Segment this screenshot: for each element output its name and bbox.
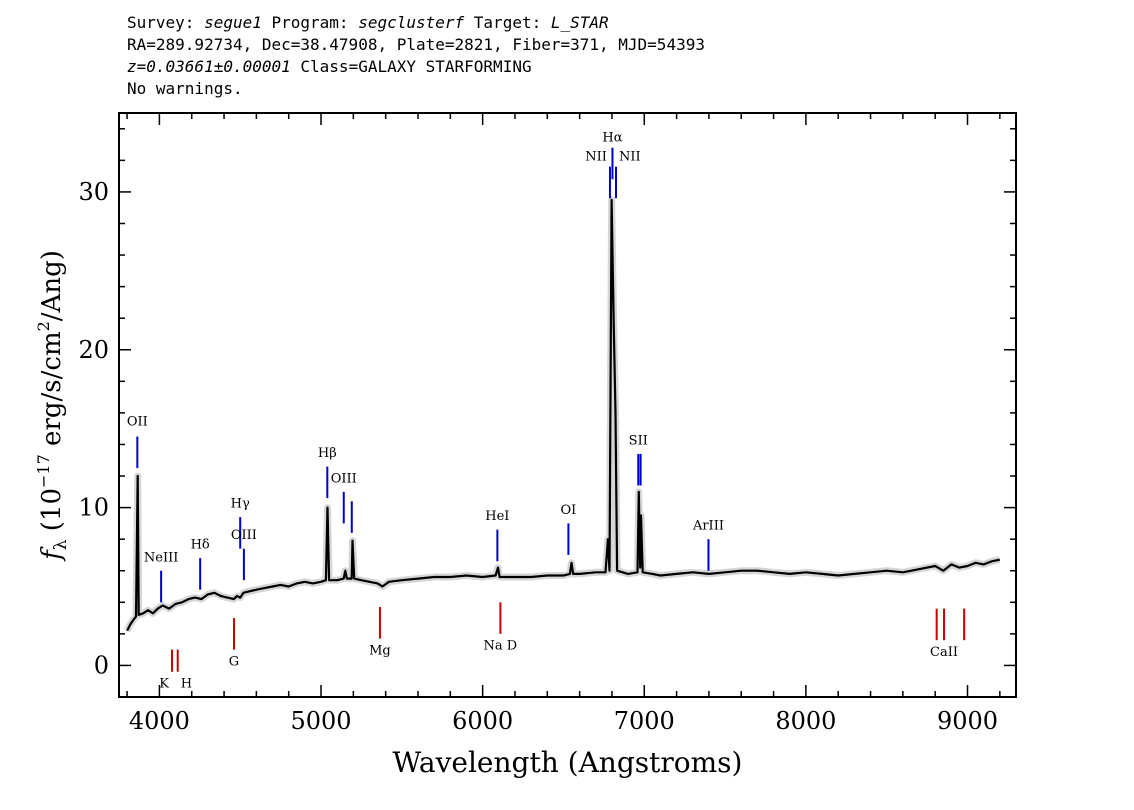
header-line-redshift: z=0.03661±0.00001 Class=GALAXY STARFORMI… (127, 56, 705, 78)
plot-area: OII NeIII Hδ Hγ OIII Hβ OIII HeI OI Hα NII NII SII Ar… (78, 112, 1017, 735)
line-label-2: Hδ (191, 538, 210, 553)
y-label-pre: (10 (37, 488, 67, 540)
line-label-4: OIII (231, 528, 257, 543)
line-label-11: NII (585, 149, 607, 164)
line-label-20: Na D (484, 639, 518, 654)
x-axis-label: Wavelength (Angstroms) (393, 746, 743, 779)
line-label-5: Hβ (318, 446, 337, 461)
x-tick-label: 8000 (775, 707, 836, 735)
target-value: L_STAR (550, 13, 609, 32)
x-tick-label: 7000 (614, 707, 675, 735)
line-label-3: Hγ (231, 497, 250, 512)
y-tick-label: 10 (78, 494, 109, 522)
header-line-warnings: No warnings. (127, 79, 243, 98)
spectrum-error-band-0 (123, 196, 1001, 633)
class-value: Class=GALAXY STARFORMING (290, 57, 532, 76)
y-label-mid: erg/s/cm (37, 331, 67, 454)
header-line-survey: Survey: segue1 Program: segclusterf Targ… (127, 12, 705, 34)
spectrum-header: Survey: segue1 Program: segclusterf Targ… (127, 12, 705, 100)
program-value: segclusterf (358, 13, 465, 32)
program-label: Program: (261, 13, 359, 32)
y-label-exp2: 2 (34, 321, 53, 331)
spectrum-line-0 (126, 198, 1001, 632)
survey-value: segue1 (204, 13, 262, 32)
y-tick-label: 30 (78, 178, 109, 206)
header-line-coordinates: RA=289.92734, Dec=38.47908, Plate=2821, … (127, 35, 705, 54)
line-label-19: Mg (369, 643, 391, 658)
line-label-9: OI (561, 503, 577, 518)
line-label-0: OII (127, 415, 148, 430)
line-label-17: H (181, 677, 192, 692)
plot-frame (118, 112, 1017, 698)
target-label: Target: (464, 13, 551, 32)
redshift-value: z=0.03661±0.00001 (127, 57, 291, 76)
x-tick-label: 6000 (452, 707, 513, 735)
survey-label: Survey: (127, 13, 205, 32)
y-tick-label: 20 (78, 336, 109, 364)
x-tick-label: 4000 (129, 707, 190, 735)
line-label-18: G (229, 654, 239, 669)
y-label-post: /Ang) (37, 250, 67, 321)
line-label-10: Hα (602, 130, 622, 145)
line-label-15: ArIII (692, 519, 724, 534)
y-axis-label: fλ (10−17 erg/s/cm2/Ang) (34, 250, 71, 562)
line-label-22: CaII (930, 645, 958, 660)
line-label-8: HeI (485, 509, 509, 524)
line-label-12: NII (619, 149, 641, 164)
line-label-6: OIII (331, 471, 357, 486)
x-tick-label: 5000 (290, 707, 351, 735)
x-tick-label: 9000 (937, 707, 998, 735)
line-label-1: NeIII (144, 550, 178, 565)
y-label-exp1: −17 (34, 454, 53, 488)
line-label-16: K (159, 677, 169, 692)
y-tick-label: 0 (94, 651, 109, 679)
line-label-13: SII (629, 433, 648, 448)
y-label-sub: λ (51, 539, 71, 550)
